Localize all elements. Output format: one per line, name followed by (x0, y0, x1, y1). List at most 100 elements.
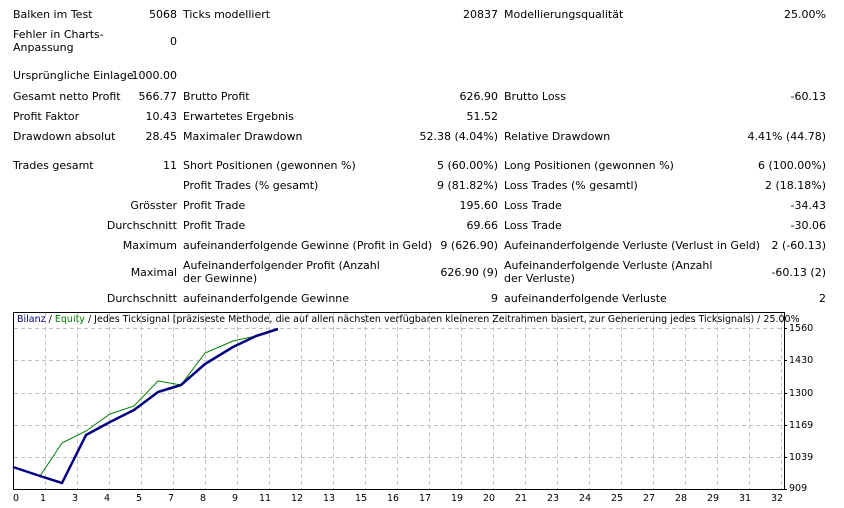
value-long-positions: 6 (100.00%) (757, 159, 826, 172)
prefix-average: Durchschnitt (106, 219, 177, 232)
x-tick-label: 4 (103, 493, 111, 504)
x-tick-label: 29 (706, 493, 720, 504)
value-average-loss-trade: -30.06 (790, 219, 826, 232)
label-maximal-consecutive-profit-count: Aufeinanderfolgender Profit (Anzahl der … (183, 259, 380, 285)
label-bars-in-test: Balken im Test (13, 8, 93, 21)
label-maximal-drawdown: Maximaler Drawdown (183, 130, 303, 143)
prefix-average-consecutive: Durchschnitt (106, 292, 177, 305)
value-profit-trades: 9 (81.82%) (436, 179, 498, 192)
label-ticks-modelled: Ticks modelliert (183, 8, 271, 21)
value-short-positions: 5 (60.00%) (436, 159, 498, 172)
label-modelling-quality: Modellierungsqualität (504, 8, 624, 21)
label-average-loss-trade: Loss Trade (504, 219, 562, 232)
label-average-consecutive-losses: aufeinanderfolgende Verluste (504, 292, 667, 305)
chart-border (13, 312, 785, 490)
value-average-consecutive-wins: 9 (491, 292, 498, 305)
x-tick-label: 27 (642, 493, 656, 504)
x-tick-label: 23 (546, 493, 560, 504)
legend-separator: / (45, 314, 55, 325)
x-tick-label: 7 (167, 493, 175, 504)
label-profit-trades: Profit Trades (% gesamt) (183, 179, 319, 192)
chart-grid-vertical (45, 313, 782, 489)
label-total-trades: Trades gesamt (13, 159, 94, 172)
x-tick-label: 24 (578, 493, 592, 504)
y-tick-marks (785, 328, 787, 490)
value-total-net-profit: 566.77 (138, 90, 178, 103)
label-largest-loss-trade: Loss Trade (504, 199, 562, 212)
value-total-trades: 11 (163, 159, 177, 172)
label-profit-factor: Profit Faktor (13, 110, 80, 123)
value-ticks-modelled: 20837 (463, 8, 498, 21)
x-tick-label: 11 (258, 493, 272, 504)
x-tick-label: 5 (135, 493, 143, 504)
x-tick-label: 12 (290, 493, 304, 504)
value-relative-drawdown: 4.41% (44.78) (747, 130, 826, 143)
value-average-profit-trade: 69.66 (466, 219, 499, 232)
x-tick-label: 21 (514, 493, 528, 504)
label-relative-drawdown: Relative Drawdown (504, 130, 611, 143)
label-initial-deposit: Ursprüngliche Einlage (13, 69, 134, 82)
value-max-consecutive-wins-money: 9 (626.90) (440, 239, 498, 252)
label-short-positions: Short Positionen (gewonnen %) (183, 159, 356, 172)
label-max-consecutive-wins-money: aufeinanderfolgende Gewinne (Profit in G… (183, 239, 433, 252)
x-tick-label: 15 (354, 493, 368, 504)
legend-description: / Jedes Ticksignal (präziseste Methode, … (84, 314, 800, 325)
value-maximal-drawdown: 52.38 (4.04%) (419, 130, 498, 143)
y-tick-label: 1430 (789, 355, 814, 366)
label-total-net-profit: Gesamt netto Profit (13, 90, 121, 103)
y-tick-label: 1039 (789, 452, 814, 463)
label-largest-profit-trade: Profit Trade (183, 199, 246, 212)
label-average-profit-trade: Profit Trade (183, 219, 246, 232)
label-absolute-drawdown: Drawdown absolut (13, 130, 116, 143)
legend-equity: Equity (54, 314, 85, 325)
chart-legend: Bilanz / Equity / Jedes Ticksignal (präz… (17, 314, 800, 326)
value-gross-loss: -60.13 (790, 90, 826, 103)
value-bars-in-test: 5068 (149, 8, 177, 21)
label-average-consecutive-wins: aufeinanderfolgende Gewinne (183, 292, 350, 305)
x-tick-label: 3 (71, 493, 79, 504)
value-loss-trades: 2 (18.18%) (764, 179, 826, 192)
value-initial-deposit: 1000.00 (131, 69, 178, 82)
label-expected-payoff: Erwartetes Ergebnis (183, 110, 294, 123)
value-chart-mismatch-errors: 0 (170, 35, 177, 48)
x-tick-label: 8 (199, 493, 207, 504)
prefix-maximum: Maximum (122, 239, 177, 252)
value-absolute-drawdown: 28.45 (145, 130, 178, 143)
prefix-largest: Grösster (130, 199, 177, 212)
label-long-positions: Long Positionen (gewonnen %) (504, 159, 674, 172)
x-tick-label: 9 (231, 493, 239, 504)
y-tick-label: 909 (789, 483, 808, 494)
x-tick-label: 17 (418, 493, 432, 504)
legend-bilanz: Bilanz (17, 314, 46, 325)
x-tick-label: 19 (450, 493, 464, 504)
x-tick-label: 13 (322, 493, 336, 504)
label-max-consecutive-losses-money: Aufeinanderfolgende Verluste (Verlust in… (504, 239, 761, 252)
label-chart-mismatch-errors: Fehler in Charts-Anpassung (13, 28, 104, 54)
label-gross-profit: Brutto Profit (183, 90, 250, 103)
balance-line (12, 327, 279, 485)
value-expected-payoff: 51.52 (466, 110, 499, 123)
x-tick-label: 31 (738, 493, 752, 504)
value-maximal-consecutive-loss-count: -60.13 (2) (771, 266, 826, 279)
y-tick-label: 1169 (789, 420, 814, 431)
value-maximal-consecutive-profit-count: 626.90 (9) (440, 266, 498, 279)
label-loss-trades: Loss Trades (% gesamtl) (504, 179, 638, 192)
x-tick-label: 16 (386, 493, 400, 504)
y-tick-label: 1300 (789, 388, 814, 399)
value-profit-factor: 10.43 (145, 110, 178, 123)
x-tick-label: 28 (674, 493, 688, 504)
value-average-consecutive-losses: 2 (819, 292, 826, 305)
value-max-consecutive-losses-money: 2 (-60.13) (771, 239, 826, 252)
y-tick-label: 1560 (789, 323, 814, 334)
x-tick-label: 0 (12, 493, 20, 504)
equity-line (12, 328, 279, 477)
label-gross-loss: Brutto Loss (504, 90, 567, 103)
x-tick-label: 25 (610, 493, 624, 504)
x-tick-label: 20 (482, 493, 496, 504)
prefix-maximal: Maximal (130, 266, 177, 279)
chart-grid-horizontal (14, 328, 784, 458)
x-tick-label: 32 (770, 493, 784, 504)
value-largest-loss-trade: -34.43 (790, 199, 826, 212)
value-largest-profit-trade: 195.60 (459, 199, 499, 212)
